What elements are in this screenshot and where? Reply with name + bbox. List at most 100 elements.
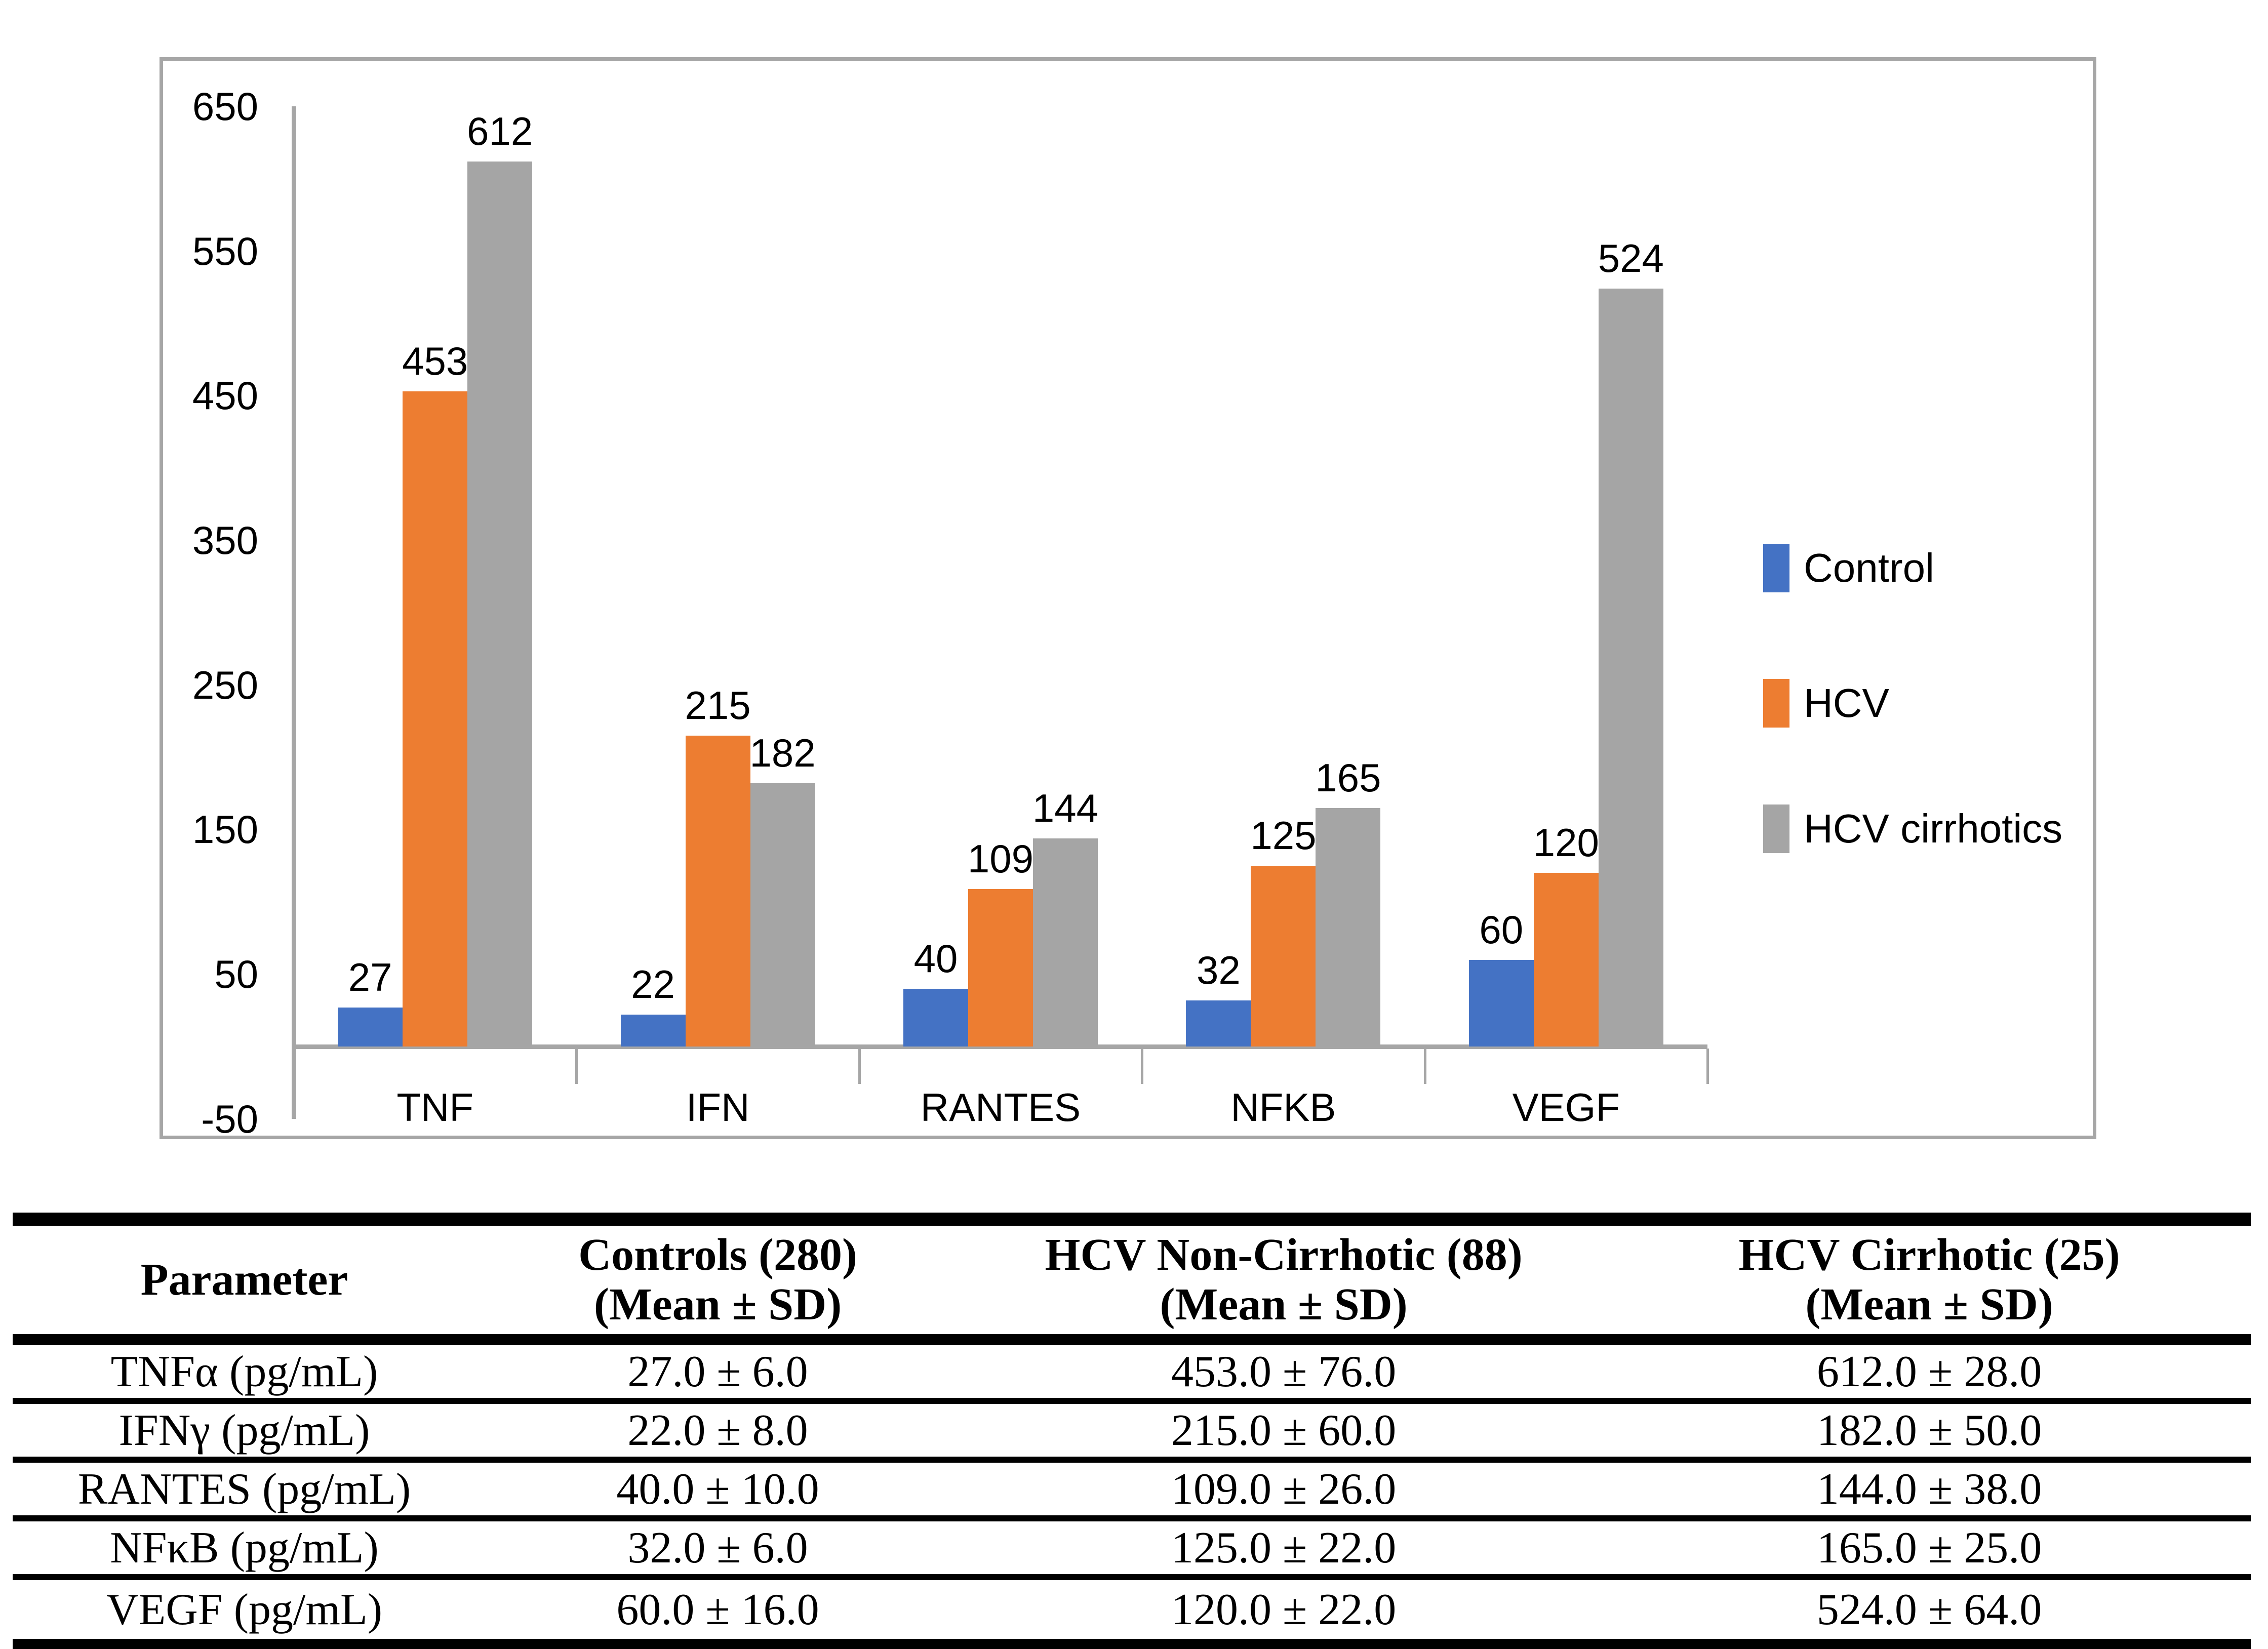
table-cell: 165.0 ± 25.0: [1816, 1523, 2042, 1573]
table-cell: VEGF (pg/mL): [106, 1585, 382, 1634]
table-row-tnf-pg-ml: TNFα (pg/mL) 27.0 ± 6.0 453.0 ± 76.0 612.0 …: [13, 1345, 2251, 1404]
bar-control-tnf: [338, 1007, 403, 1047]
header-line1: Parameter: [140, 1255, 348, 1305]
bar-hcv-nfkb: [1251, 865, 1316, 1047]
category-label-ifn: IFN: [686, 1085, 750, 1130]
table-cell: NFκB (pg/mL): [110, 1523, 379, 1573]
legend-swatch-hcv-icon: [1763, 679, 1789, 728]
value-label-hcv-rantes: 109: [967, 836, 1034, 881]
table-cell: 22.0 ± 8.0: [627, 1405, 808, 1455]
legend-label-control: Control: [1804, 545, 1934, 590]
bar-control-nfkb: [1186, 1000, 1251, 1047]
table-header-cell-hcv-non-cirrhotic-88: HCV Non-Cirrhotic (88) (Mean ± SD): [960, 1226, 1608, 1334]
bar-hcv-cirrhotics-tnf: [467, 161, 533, 1047]
y-tick-label: 250: [192, 662, 258, 707]
value-label-control-vegf: 60: [1479, 907, 1524, 952]
legend-swatch-control-icon: [1763, 544, 1789, 592]
value-label-hcv-cirrhotics-tnf: 612: [467, 108, 533, 153]
table-cell: 144.0 ± 38.0: [1816, 1464, 2042, 1514]
table-header-cell-controls-280: Controls (280) (Mean ± SD): [476, 1226, 960, 1334]
legend-item-hcv-cirrhotics: HCV cirrhotics: [1763, 801, 2244, 857]
table-header-cell-hcv-cirrhotic-25: HCV Cirrhotic (25) (Mean ± SD): [1608, 1226, 2251, 1334]
y-tick-label: -50: [201, 1096, 258, 1141]
category-label-vegf: VEGF: [1512, 1085, 1620, 1130]
bar-hcv-ifn: [685, 735, 750, 1047]
table-row-nf-b-pg-ml: NFκB (pg/mL) 32.0 ± 6.0 125.0 ± 22.0 165.0 …: [13, 1521, 2251, 1580]
header-line1: HCV Non-Cirrhotic (88): [1045, 1230, 1523, 1280]
table-cell: 32.0 ± 6.0: [627, 1523, 808, 1573]
value-label-control-ifn: 22: [631, 962, 675, 1007]
x-tick-mark: [575, 1049, 578, 1084]
x-tick-mark: [858, 1049, 861, 1084]
legend-label-hcv: HCV: [1804, 680, 1889, 726]
table-header-cell-parameter: Parameter: [13, 1226, 476, 1334]
y-axis-line: [292, 106, 296, 1119]
table-header-row: Parameter Controls (280) (Mean ± SD) HCV No…: [13, 1226, 2251, 1334]
bar-hcv-cirrhotics-rantes: [1033, 838, 1098, 1047]
table-row-rantes-pg-ml: RANTES (pg/mL) 40.0 ± 10.0 109.0 ± 26.0 144…: [13, 1463, 2251, 1521]
legend-swatch-hcv-cirrhotics-icon: [1763, 805, 1789, 853]
header-line2: (Mean ± SD): [593, 1279, 842, 1330]
value-label-control-tnf: 27: [348, 954, 392, 999]
category-label-tnf: TNF: [396, 1085, 473, 1130]
value-label-hcv-vegf: 120: [1533, 820, 1599, 865]
bar-control-vegf: [1468, 959, 1534, 1047]
table-cell: IFNγ (pg/mL): [118, 1405, 370, 1455]
table-row-vegf-pg-ml: VEGF (pg/mL) 60.0 ± 16.0 120.0 ± 22.0 524.0…: [13, 1580, 2251, 1639]
table-cell: 215.0 ± 60.0: [1171, 1405, 1397, 1455]
table-cell: 60.0 ± 16.0: [616, 1585, 819, 1634]
header-line2: (Mean ± SD): [1160, 1279, 1408, 1330]
table-bottom-border: [13, 1639, 2251, 1649]
y-tick-label: 450: [192, 373, 258, 418]
header-line1: Controls (280): [578, 1230, 857, 1280]
header-line1: HCV Cirrhotic (25): [1738, 1230, 2120, 1280]
value-label-hcv-cirrhotics-nfkb: 165: [1315, 755, 1381, 800]
x-tick-mark: [1706, 1049, 1709, 1084]
value-label-hcv-ifn: 215: [685, 682, 751, 728]
table-top-border: [13, 1213, 2251, 1226]
table-cell: 453.0 ± 76.0: [1171, 1347, 1397, 1396]
table-cell: 524.0 ± 64.0: [1816, 1585, 2042, 1634]
bar-control-ifn: [620, 1015, 686, 1047]
x-tick-mark: [1423, 1049, 1426, 1084]
bar-hcv-rantes: [968, 889, 1033, 1047]
y-tick-label: 550: [192, 228, 258, 273]
y-tick-label: 350: [192, 518, 258, 563]
y-tick-label: 650: [192, 84, 258, 129]
value-label-hcv-tnf: 453: [402, 338, 468, 383]
data-table: Parameter Controls (280) (Mean ± SD) HCV No…: [13, 1213, 2251, 1649]
legend-item-hcv: HCV: [1763, 675, 2244, 731]
legend-label-hcv-cirrhotics: HCV cirrhotics: [1804, 806, 2063, 851]
bar-control-rantes: [903, 988, 968, 1047]
table-cell: 27.0 ± 6.0: [627, 1347, 808, 1396]
chart-panel: 650 550 450 350 250 150 50 -50 TNF IFN RANTES NFKB V…: [160, 57, 2096, 1141]
table-row-ifn-pg-ml: IFNγ (pg/mL) 22.0 ± 8.0 215.0 ± 60.0 182.0 …: [13, 1404, 2251, 1463]
category-label-rantes: RANTES: [920, 1085, 1081, 1130]
table-cell: RANTES (pg/mL): [77, 1464, 411, 1514]
bar-hcv-vegf: [1533, 873, 1599, 1047]
category-label-nfkb: NFKB: [1230, 1085, 1336, 1130]
value-label-hcv-cirrhotics-ifn: 182: [749, 731, 816, 776]
table-cell: 120.0 ± 22.0: [1171, 1585, 1397, 1634]
value-label-hcv-cirrhotics-rantes: 144: [1032, 785, 1099, 830]
x-tick-mark: [293, 1049, 295, 1084]
table-cell: TNFα (pg/mL): [110, 1347, 378, 1396]
bar-hcv-cirrhotics-ifn: [750, 783, 815, 1047]
x-axis-line: [294, 1044, 1707, 1049]
table-cell: 125.0 ± 22.0: [1171, 1523, 1397, 1573]
table-cell: 182.0 ± 50.0: [1816, 1405, 2042, 1455]
table-cell: 109.0 ± 26.0: [1171, 1464, 1397, 1514]
bar-hcv-cirrhotics-vegf: [1598, 288, 1663, 1047]
table-cell: 612.0 ± 28.0: [1816, 1347, 2042, 1396]
value-label-control-nfkb: 32: [1197, 947, 1241, 992]
y-tick-label: 150: [192, 807, 258, 852]
value-label-control-rantes: 40: [913, 936, 958, 981]
value-label-hcv-cirrhotics-vegf: 524: [1598, 235, 1664, 280]
bar-hcv-cirrhotics-nfkb: [1316, 808, 1381, 1047]
bar-hcv-tnf: [403, 391, 468, 1047]
value-label-hcv-nfkb: 125: [1250, 813, 1317, 858]
table-cell: 40.0 ± 10.0: [616, 1464, 819, 1514]
y-tick-label: 50: [214, 952, 258, 997]
table-header-border: [13, 1334, 2251, 1345]
